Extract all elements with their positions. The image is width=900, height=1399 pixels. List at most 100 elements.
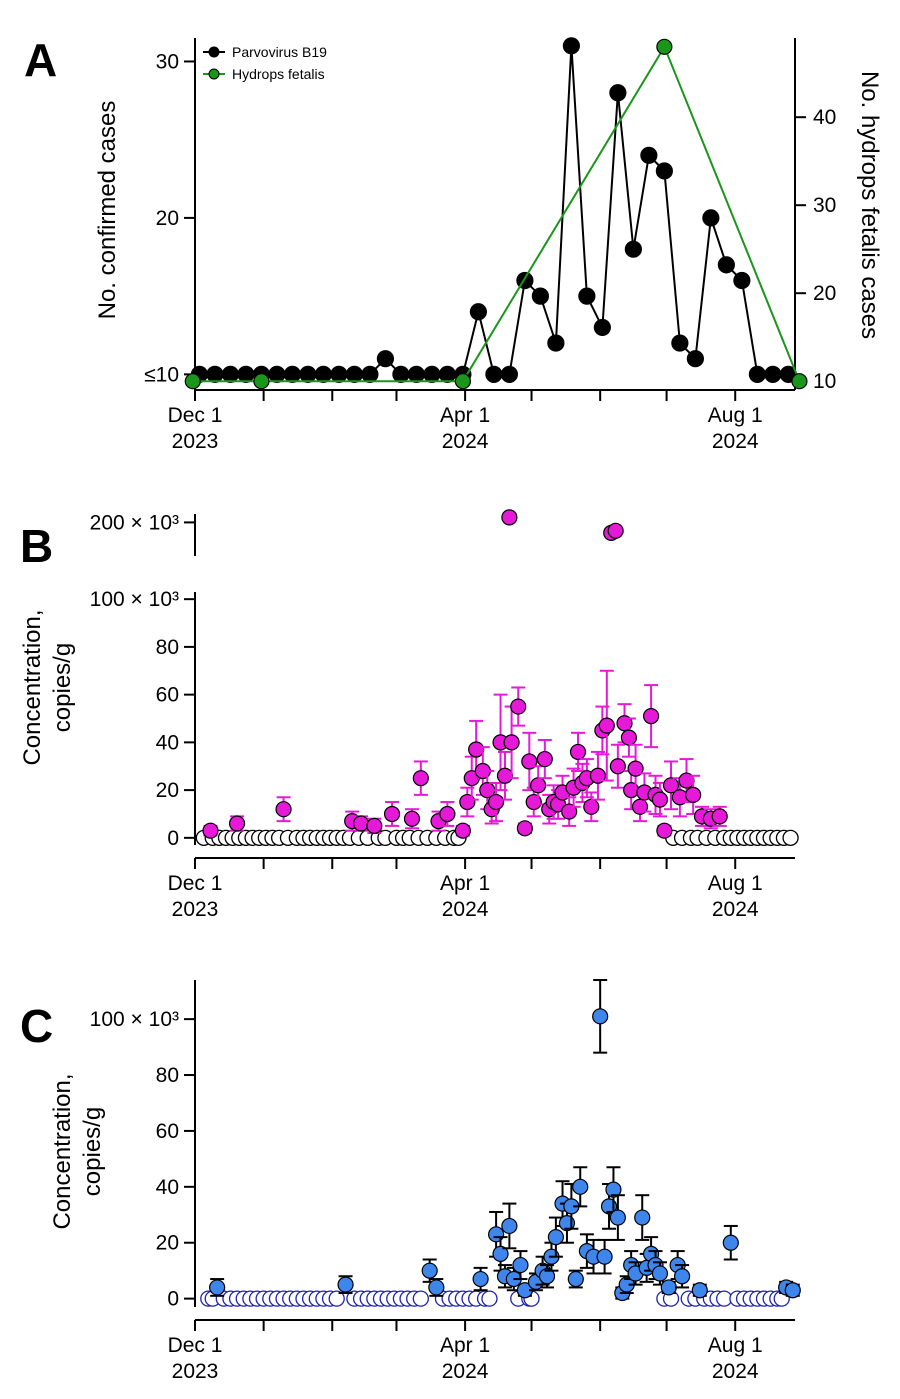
y-tick-label-right: 20 — [813, 282, 836, 305]
panel-b-chart: 0 20 40 60 80 100 × 10³ 200 × 10³ Dec 1 2023 Apr … — [19, 509, 799, 921]
y-tick-label-right: 30 — [813, 194, 836, 217]
data-point-parvovirus — [392, 365, 410, 383]
x-tick-year-label: 2024 — [442, 430, 489, 453]
y-tick-label: 0 — [167, 1288, 179, 1311]
data-point-hydrops — [656, 38, 673, 55]
data-point — [412, 770, 429, 787]
y-axis-title-line2: copies/g — [79, 1107, 106, 1196]
series-line-parvovirus — [199, 45, 789, 376]
data-point-parvovirus — [485, 365, 503, 383]
y-tick-label: 100 × 10³ — [90, 1008, 179, 1031]
data-point — [521, 753, 538, 770]
x-tick-label: Apr 1 — [440, 404, 490, 427]
x-tick-year-label: 2023 — [172, 430, 219, 453]
data-point — [605, 1181, 622, 1198]
data-point-high — [607, 522, 624, 539]
y-tick-label: 60 — [156, 684, 179, 707]
data-point-parvovirus — [671, 334, 689, 352]
data-point — [538, 1268, 556, 1285]
data-point-hydrops — [253, 373, 270, 390]
data-point — [428, 1279, 445, 1296]
y-tick-label-break: 200 × 10³ — [90, 511, 179, 534]
data-point-parvovirus — [330, 365, 348, 383]
data-point — [275, 801, 292, 818]
data-point-parvovirus — [593, 318, 611, 337]
data-point — [561, 803, 578, 820]
data-point — [598, 717, 615, 734]
data-point — [492, 1245, 509, 1262]
data-point-parvovirus — [748, 365, 766, 383]
y-tick-label-left: 20 — [156, 207, 179, 230]
data-point — [627, 760, 644, 777]
data-point-parvovirus — [531, 287, 549, 305]
data-point-parvovirus — [314, 365, 333, 383]
data-point-parvovirus — [423, 365, 441, 383]
x-tick-year-label: 2024 — [442, 898, 489, 921]
y-tick-label-left: 30 — [156, 50, 179, 73]
y-tick-label: 80 — [156, 636, 179, 659]
data-point-parvovirus — [655, 162, 673, 180]
x-tick-year-label: 2024 — [712, 430, 759, 453]
data-point — [530, 777, 547, 794]
data-point — [662, 777, 680, 794]
x-tick-label: Dec 1 — [168, 872, 223, 895]
panel-letter-a: A — [24, 34, 57, 86]
data-point — [516, 820, 533, 837]
y-tick-label: 0 — [167, 827, 179, 850]
data-point-parvovirus — [237, 365, 255, 383]
y-axis-title-right: No. hydrops fetalis cases — [856, 71, 883, 339]
x-tick-label: Dec 1 — [168, 1334, 223, 1357]
nondetect-point — [328, 1290, 345, 1307]
data-point-parvovirus — [299, 365, 317, 383]
data-point-parvovirus — [206, 365, 224, 383]
data-point-parvovirus — [221, 365, 240, 383]
data-point-hydrops — [454, 373, 471, 390]
data-point — [596, 1248, 613, 1265]
data-point — [510, 698, 527, 715]
y-axis-title-line1: Concentration, — [19, 609, 46, 765]
panel-letter-c: C — [20, 1000, 53, 1052]
y-tick-label: 60 — [156, 1120, 179, 1143]
panel-a-chart: ≤10 20 30 10 20 30 40 Dec 1 2023 Apr 1 2024 Aug 1 20… — [94, 37, 883, 453]
x-tick-label: Apr 1 — [440, 872, 490, 895]
x-tick-year-label: 2023 — [172, 898, 219, 921]
x-tick-label: Apr 1 — [440, 1334, 490, 1357]
y-tick-label: 100 × 10³ — [90, 588, 179, 611]
y-axis-title-left: No. confirmed cases — [94, 101, 121, 320]
x-tick-year-label: 2024 — [442, 1360, 489, 1383]
data-point — [403, 810, 421, 827]
data-point — [503, 734, 520, 751]
data-point — [722, 1234, 739, 1251]
nondetect-point — [412, 1290, 429, 1307]
data-point — [228, 815, 246, 832]
nondetect-point — [481, 1290, 498, 1307]
y-tick-label: 20 — [156, 1232, 179, 1255]
x-tick-year-label: 2024 — [712, 1360, 759, 1383]
data-point-parvovirus — [562, 37, 580, 55]
data-point — [685, 786, 702, 803]
data-point — [512, 1256, 529, 1274]
data-point — [383, 805, 401, 823]
y-tick-label: 20 — [156, 779, 179, 802]
data-point — [569, 743, 587, 761]
data-point — [454, 822, 471, 839]
data-point — [572, 1178, 589, 1195]
data-point-parvovirus — [624, 240, 642, 258]
x-tick-label: Aug 1 — [708, 872, 763, 895]
data-point-parvovirus — [345, 365, 364, 383]
data-point — [673, 1268, 691, 1285]
data-point-parvovirus — [283, 365, 302, 383]
data-point — [634, 1209, 651, 1226]
data-point-high — [501, 509, 518, 526]
y-tick-label-right: 40 — [813, 106, 836, 129]
data-point — [496, 767, 514, 784]
data-point — [421, 1262, 438, 1279]
data-point-parvovirus — [361, 365, 379, 383]
data-point — [651, 1265, 669, 1282]
data-point-parvovirus — [469, 303, 487, 321]
data-point — [209, 1279, 226, 1296]
data-point — [488, 793, 505, 811]
data-point-parvovirus — [764, 365, 782, 383]
data-point — [589, 767, 607, 784]
